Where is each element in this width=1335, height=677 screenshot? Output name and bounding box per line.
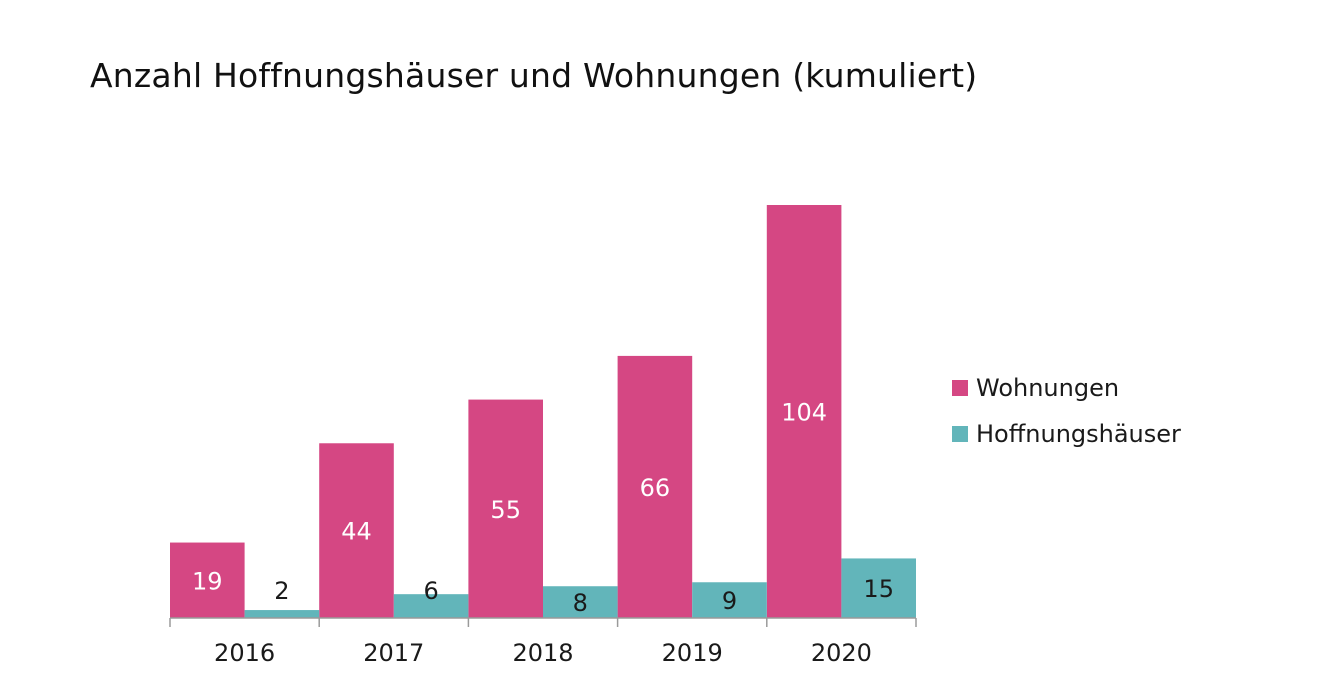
chart-title: Anzahl Hoffnungshäuser und Wohnungen (ku… [90,56,978,95]
data-label-hoffnungshaeuser-2018: 8 [573,589,588,617]
bar-wohnungen-2019 [617,355,693,618]
legend: Wohnungen Hoffnungshäuser [952,372,1181,464]
data-label-hoffnungshaeuser-2017: 6 [423,577,438,605]
data-label-hoffnungshaeuser-2016: 2 [274,577,289,605]
data-label-wohnungen-2016: 19 [192,567,223,595]
data-label-wohnungen-2018: 55 [490,496,521,524]
data-label-hoffnungshaeuser-2019: 9 [722,587,737,615]
bar-hoffnungshaeuser-2019 [692,582,767,618]
legend-swatch-hoffnungshaeuser [952,426,968,442]
legend-item-hoffnungshaeuser: Hoffnungshäuser [952,418,1181,450]
bar-hoffnungshaeuser-2020 [841,558,916,618]
x-tick-label-2016: 2016 [214,639,275,667]
bar-hoffnungshaeuser-2017 [393,594,469,618]
legend-swatch-wohnungen [952,380,968,396]
bar-wohnungen-2018 [468,399,543,618]
data-label-hoffnungshaeuser-2020: 15 [863,575,894,603]
x-tick-label-2019: 2019 [662,639,723,667]
bar-hoffnungshaeuser-2018 [543,586,618,618]
legend-label-hoffnungshaeuser: Hoffnungshäuser [976,420,1181,448]
data-label-wohnungen-2020: 104 [781,399,827,427]
x-tick-label-2017: 2017 [363,639,424,667]
legend-item-wohnungen: Wohnungen [952,372,1181,404]
bar-hoffnungshaeuser-2016 [244,610,320,618]
bar-wohnungen-2016 [170,542,245,618]
bar-wohnungen-2020 [766,205,842,618]
bar-wohnungen-2017 [319,443,394,618]
legend-label-wohnungen: Wohnungen [976,374,1120,402]
x-tick-label-2018: 2018 [512,639,573,667]
data-label-wohnungen-2017: 44 [341,518,372,546]
data-label-wohnungen-2019: 66 [640,474,671,502]
x-tick-label-2020: 2020 [811,639,872,667]
